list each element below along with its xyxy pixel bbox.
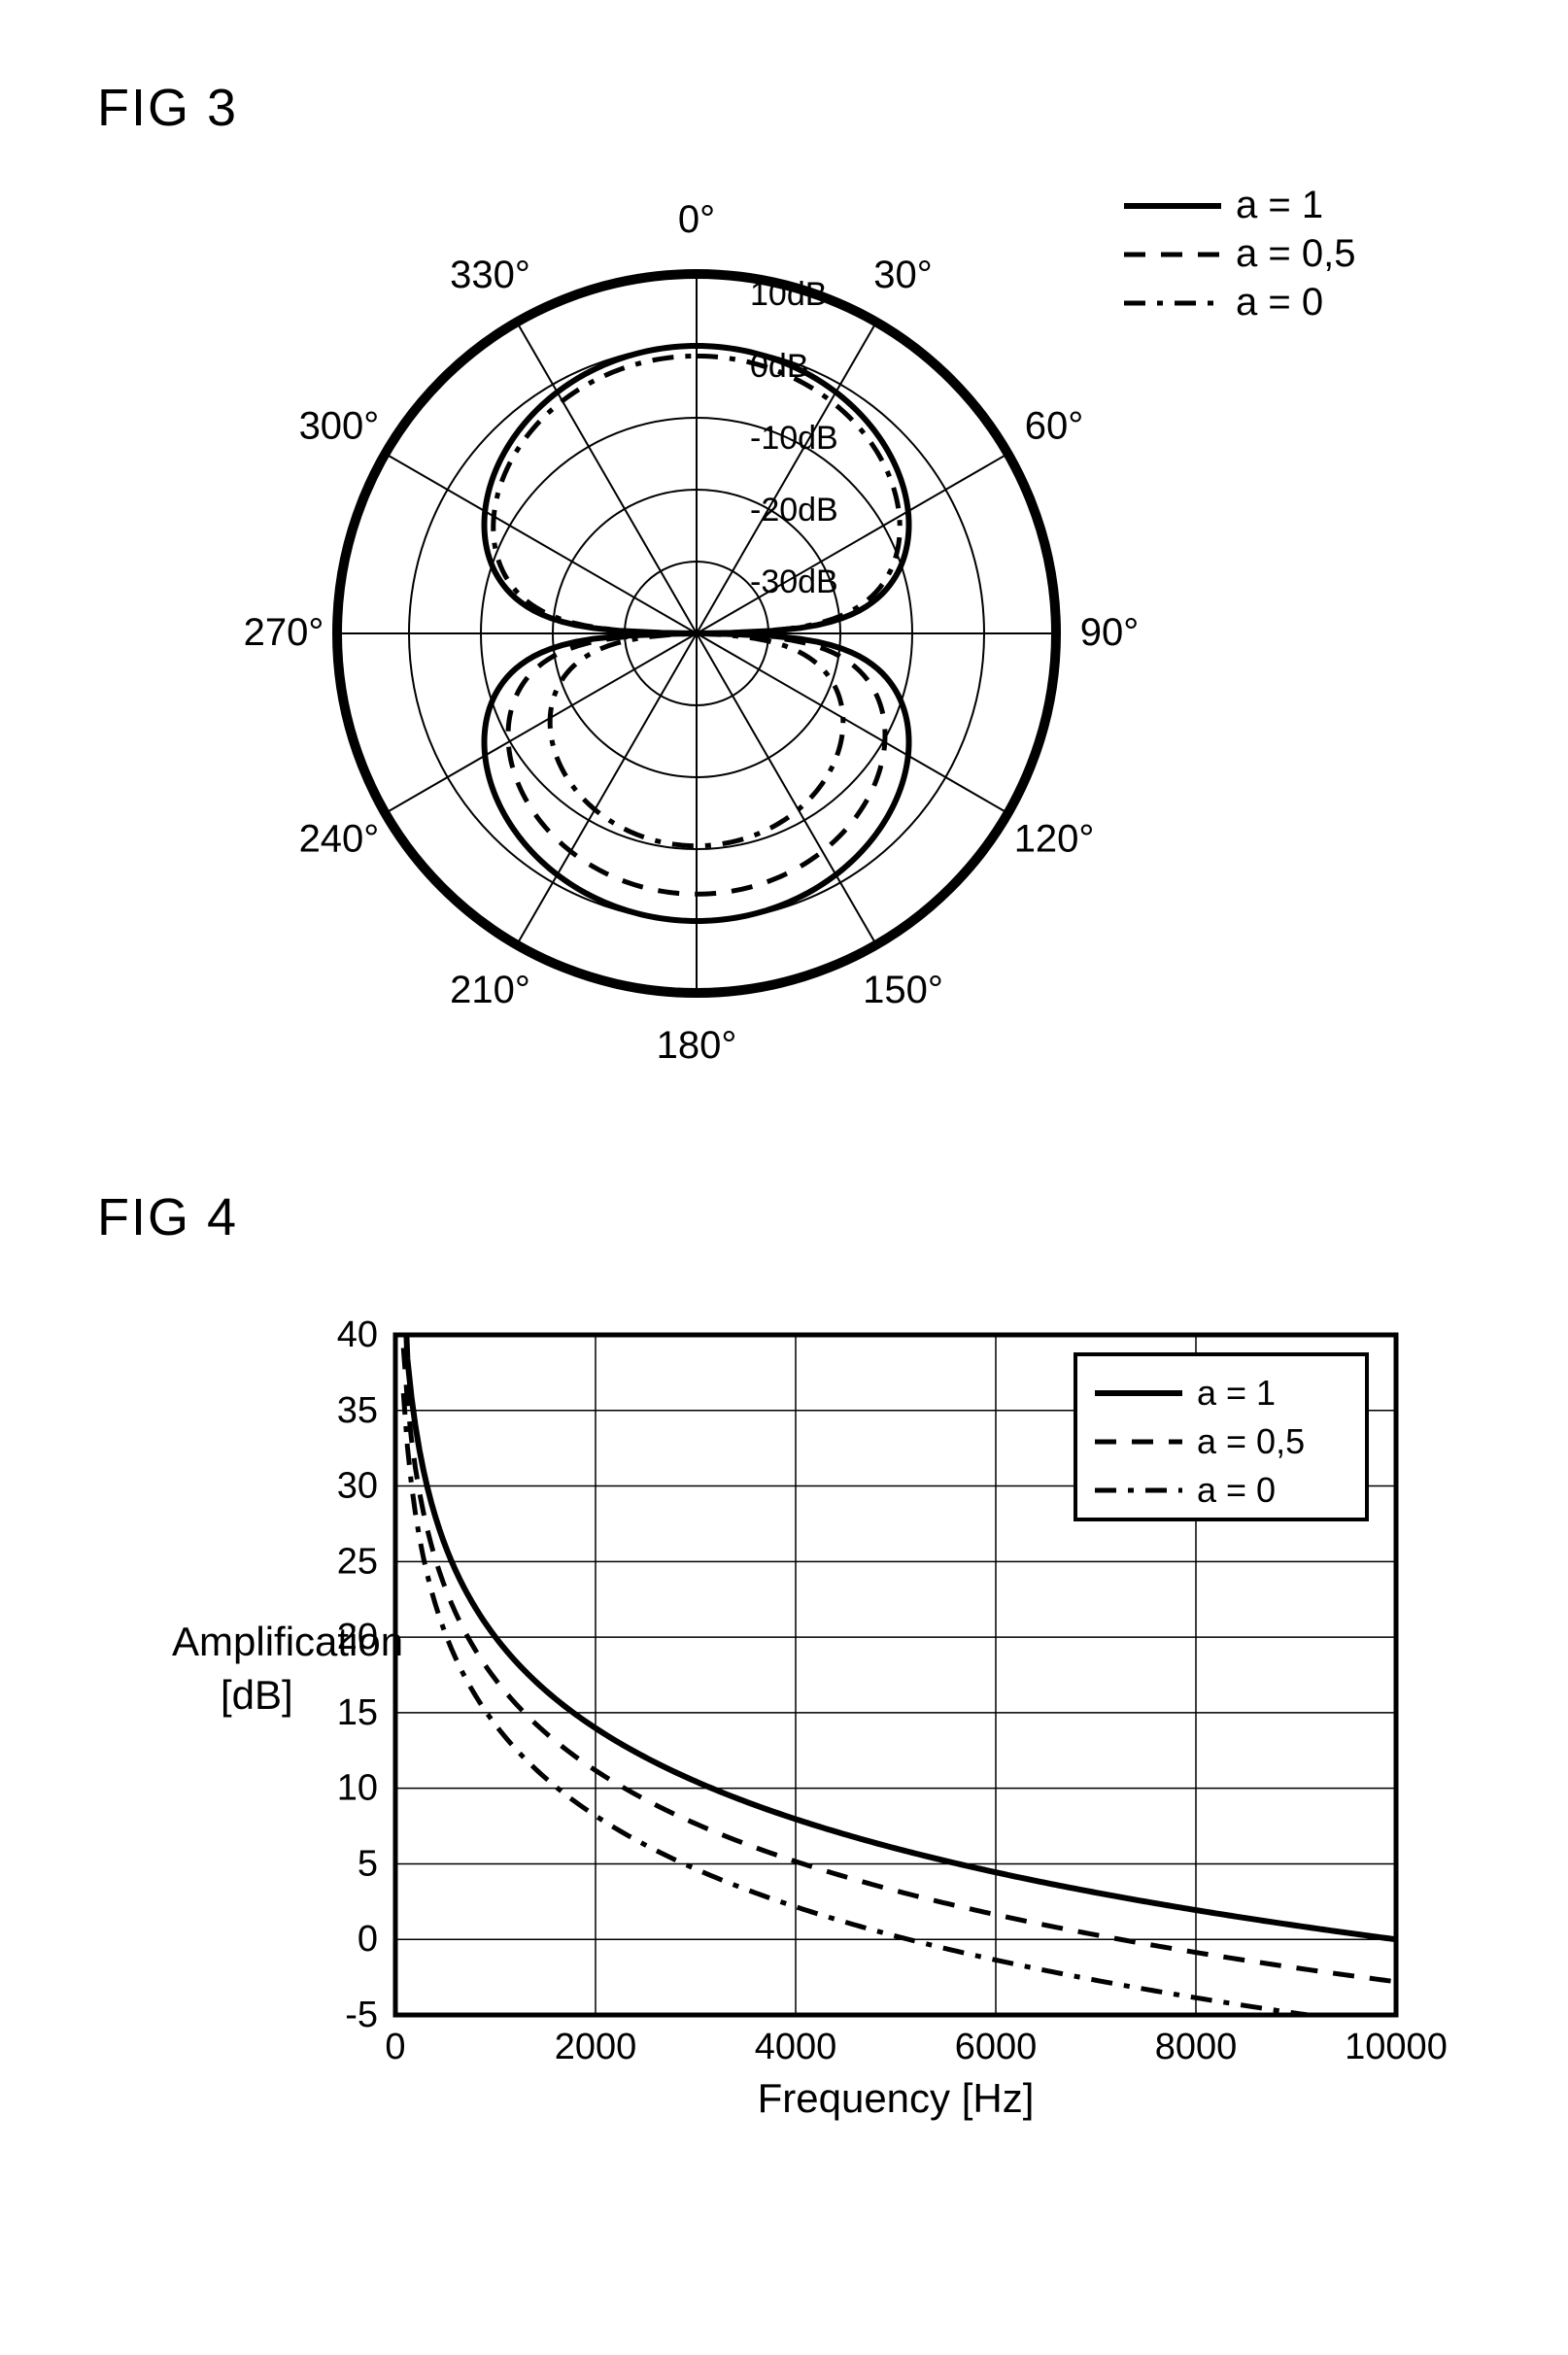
y-tick-label: -5 xyxy=(345,1995,378,2035)
legend-label: a = 1 xyxy=(1197,1373,1276,1413)
angle-tick-label: 30° xyxy=(873,254,933,296)
fig3-legend: a = 1 a = 0,5 a = 0 xyxy=(1124,184,1355,324)
x-tick-label: 8000 xyxy=(1155,2027,1238,2067)
angle-tick-label: 90° xyxy=(1080,611,1140,654)
angle-tick-label: 180° xyxy=(657,1024,737,1067)
legend-label: a = 0,5 xyxy=(1197,1421,1305,1461)
db-ring-label: -20dB xyxy=(750,492,838,529)
fig3-polar-chart: 0° 30° 60° 90° 120° 150° 180° 210° 240° 270° 300° 3… xyxy=(39,167,1529,1090)
angle-tick-label: 0° xyxy=(678,198,715,241)
db-ring-label: 10dB xyxy=(750,276,827,313)
db-ring-label: -10dB xyxy=(750,420,838,457)
angle-tick-label: 330° xyxy=(450,254,530,296)
y-tick-label: 35 xyxy=(337,1390,378,1431)
legend-label: a = 0 xyxy=(1236,281,1323,324)
angle-tick-label: 120° xyxy=(1014,818,1095,861)
y-axis-label-unit: [dB] xyxy=(221,1672,293,1718)
y-axis-label: Amplification xyxy=(172,1619,403,1664)
legend-label: a = 1 xyxy=(1236,184,1323,226)
legend-label: a = 0 xyxy=(1197,1470,1276,1510)
y-tick-label: 10 xyxy=(337,1768,378,1809)
y-tick-label: 30 xyxy=(337,1466,378,1507)
x-axis-label: Frequency [Hz] xyxy=(758,2075,1035,2121)
x-tick-label: 0 xyxy=(385,2027,405,2067)
angle-tick-label: 60° xyxy=(1025,405,1084,448)
x-tick-label: 4000 xyxy=(755,2027,837,2067)
y-tick-label: 5 xyxy=(358,1843,378,1884)
fig3-label: FIG 3 xyxy=(97,78,1529,138)
y-tick-label: 25 xyxy=(337,1541,378,1582)
x-tick-label: 2000 xyxy=(555,2027,637,2067)
angle-tick-label: 210° xyxy=(450,969,530,1011)
angle-tick-label: 150° xyxy=(863,969,943,1011)
y-tick-label: 15 xyxy=(337,1692,378,1733)
x-tick-label: 10000 xyxy=(1345,2027,1448,2067)
y-tick-label: 0 xyxy=(358,1919,378,1960)
x-tick-label: 6000 xyxy=(955,2027,1038,2067)
fig4-line-chart: 0200040006000800010000-50510152025303540… xyxy=(39,1277,1529,2151)
db-ring-label: -30dB xyxy=(750,563,838,600)
angle-tick-label: 300° xyxy=(299,405,380,448)
angle-tick-label: 270° xyxy=(244,611,324,654)
legend-label: a = 0,5 xyxy=(1236,232,1355,275)
fig4-label: FIG 4 xyxy=(97,1187,1529,1247)
angle-tick-label: 240° xyxy=(299,818,380,861)
y-tick-label: 40 xyxy=(337,1314,378,1355)
